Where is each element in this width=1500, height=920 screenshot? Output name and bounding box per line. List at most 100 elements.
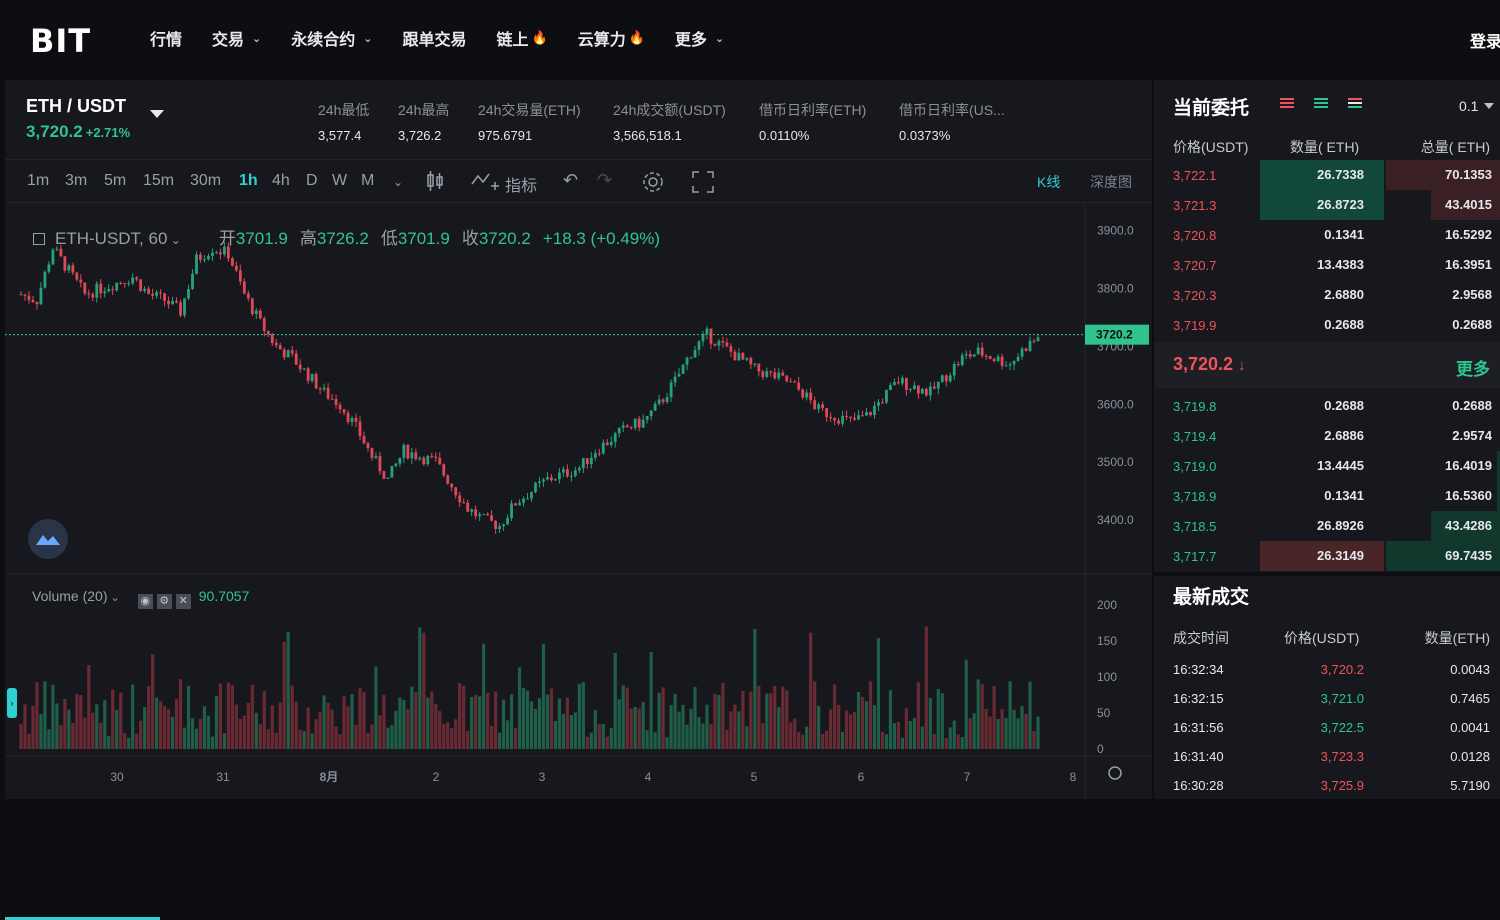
volume-bar — [557, 698, 562, 749]
ask-row[interactable]: 3,720.7 13.4383 16.3951 — [1154, 250, 1500, 280]
nav-item[interactable]: 行情 — [150, 32, 183, 49]
timeframe-30m[interactable]: 30m — [190, 172, 222, 189]
volume-bar — [876, 638, 881, 749]
volume-bar — [593, 710, 597, 749]
candle — [39, 287, 43, 305]
nav-item[interactable]: 交易 ⌄ — [212, 32, 262, 49]
kline-tab[interactable]: K线 — [1037, 174, 1061, 190]
pair-name[interactable]: ETH / USDT — [26, 96, 127, 116]
candle-type-icon[interactable] — [425, 170, 445, 197]
timeframe-1m[interactable]: 1m — [27, 172, 50, 189]
bid-row[interactable]: 3,717.7 26.3149 69.7435 — [1154, 541, 1500, 571]
volume-bar — [394, 710, 398, 749]
candle — [99, 283, 103, 294]
expand-side-icon[interactable]: › — [7, 688, 17, 718]
ask-row[interactable]: 3,721.3 26.8723 43.4015 — [1154, 190, 1500, 220]
nav-item[interactable]: 跟单交易 — [402, 32, 467, 49]
volume-bar — [474, 694, 478, 749]
candle — [326, 387, 330, 399]
candle — [438, 457, 442, 465]
volume-bar — [306, 707, 310, 749]
nav-item[interactable]: 更多 ⌄ — [674, 32, 725, 49]
nav-item[interactable]: 永续合约 ⌄ — [291, 32, 373, 49]
current-price-tag — [1085, 324, 1149, 345]
volume-bar — [1012, 709, 1016, 749]
collapse-checkbox-icon[interactable] — [33, 233, 45, 245]
volume-bar — [230, 685, 234, 749]
bid-row[interactable]: 3,718.9 0.1341 16.5360 — [1154, 481, 1500, 511]
timeframe-3m[interactable]: 3m — [65, 172, 88, 189]
ob-qty: 0.1341 — [1324, 227, 1364, 242]
redo-icon[interactable]: ↷ — [597, 170, 613, 190]
settings-gear-icon[interactable] — [641, 170, 665, 199]
close-icon[interactable]: ✕ — [175, 594, 191, 609]
pair-dropdown-icon[interactable] — [150, 110, 164, 118]
candle — [940, 375, 944, 382]
nav-item[interactable]: 云算力 🔥 — [577, 30, 645, 49]
eye-icon[interactable]: ◉ — [137, 594, 153, 609]
qty-depth-bar — [1260, 190, 1384, 220]
timeframe-D[interactable]: D — [306, 172, 318, 189]
timeframe-15m[interactable]: 15m — [143, 172, 175, 189]
stat-label: 借币日利率(US... — [899, 102, 1005, 118]
timeframe-1h[interactable]: 1h — [239, 172, 258, 189]
volume-bar — [872, 705, 877, 749]
undo-icon[interactable]: ↶ — [563, 170, 579, 190]
login-link[interactable]: 登录 — [1470, 34, 1500, 51]
ask-row[interactable]: 3,719.9 0.2688 0.2688 — [1154, 310, 1500, 340]
fullscreen-icon[interactable] — [691, 170, 715, 199]
bid-row[interactable]: 3,718.5 26.8926 43.4286 — [1154, 511, 1500, 541]
indicator-icon[interactable] — [471, 170, 499, 197]
volume-bar — [450, 727, 454, 749]
volume-bar — [649, 652, 653, 749]
volume-bar — [669, 705, 673, 749]
chevron-down-icon[interactable]: ⌄ — [393, 175, 404, 189]
ask-row[interactable]: 3,720.3 2.6880 2.9568 — [1154, 280, 1500, 310]
indicator-button[interactable]: 指标 — [505, 178, 538, 195]
volume-bar — [254, 712, 258, 749]
volume-bar — [147, 686, 151, 749]
gear-icon[interactable]: ⚙ — [156, 594, 172, 609]
candle — [968, 354, 972, 357]
candle — [769, 371, 773, 373]
orderbook-asks-icon[interactable] — [1348, 98, 1362, 112]
volume-bar — [561, 714, 565, 749]
time-tick-label: 8月 — [320, 770, 339, 784]
timeframe-M[interactable]: M — [361, 172, 375, 189]
volume-bar — [318, 711, 322, 749]
bid-row[interactable]: 3,719.8 0.2688 0.2688 — [1154, 391, 1500, 421]
tradingview-logo-icon[interactable] — [28, 519, 68, 559]
orderbook-bids-icon[interactable] — [1314, 98, 1328, 112]
trade-time: 16:31:56 — [1173, 720, 1224, 735]
volume-bar — [135, 733, 139, 749]
timeframe-W[interactable]: W — [332, 172, 348, 189]
timeframe-5m[interactable]: 5m — [104, 172, 127, 189]
candle — [334, 398, 338, 405]
volume-bar — [151, 654, 155, 749]
chevron-down-icon: ⌄ — [363, 32, 373, 45]
more-button[interactable]: 更多 — [1456, 360, 1490, 379]
candle — [629, 427, 633, 429]
bid-row[interactable]: 3,719.4 2.6886 2.9574 — [1154, 421, 1500, 451]
candle — [960, 355, 964, 365]
trade-row: 16:31:40 3,723.3 0.0128 — [1154, 742, 1500, 772]
candlestick-chart[interactable]: 3900.03800.03700.03600.03500.03400.02001… — [5, 204, 1152, 799]
volume-bar — [797, 731, 801, 749]
candle — [302, 368, 306, 370]
timeframe-4h[interactable]: 4h — [272, 172, 290, 189]
depth-tab[interactable]: 深度图 — [1090, 174, 1132, 190]
candle — [91, 294, 95, 298]
candle — [350, 417, 354, 422]
ask-row[interactable]: 3,720.8 0.1341 16.5292 — [1154, 220, 1500, 250]
orderbook-both-icon[interactable] — [1280, 98, 1294, 112]
time-tick-label: 7 — [964, 770, 971, 784]
bid-row[interactable]: 3,719.0 13.4445 16.4019 — [1154, 451, 1500, 481]
candle — [996, 356, 1000, 361]
nav-item[interactable]: 链上 🔥 — [496, 30, 548, 49]
candle — [932, 386, 936, 389]
precision-select[interactable]: 0.1 — [1459, 98, 1494, 114]
ask-row[interactable]: 3,722.1 26.7338 70.1353 — [1154, 160, 1500, 190]
volume-bar — [59, 725, 63, 749]
kline-chart[interactable]: 3900.0 3800.0 3700.0 3600.0 3500.0 3400.0 200 1… — [5, 204, 1152, 920]
logo[interactable]: BIT — [30, 22, 92, 60]
